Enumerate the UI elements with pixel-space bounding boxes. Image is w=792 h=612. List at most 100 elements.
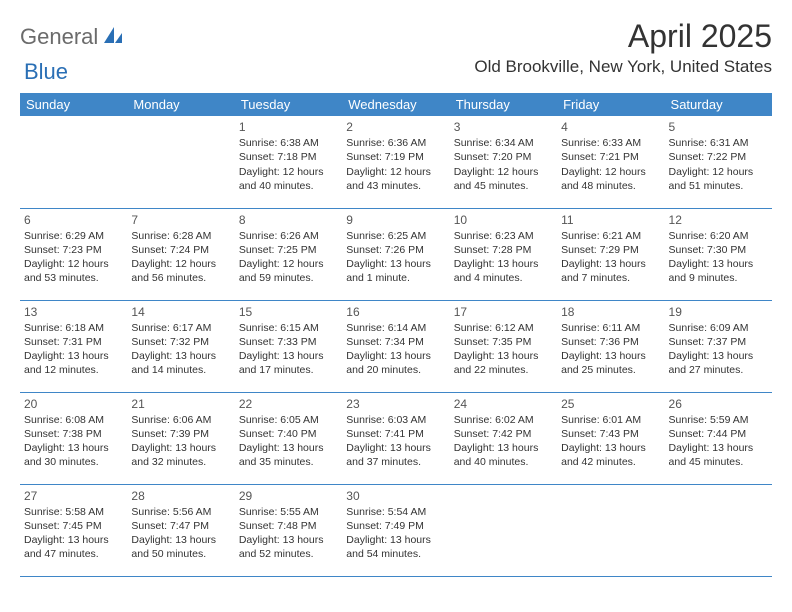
calendar-cell: 11Sunrise: 6:21 AMSunset: 7:29 PMDayligh…	[557, 208, 664, 300]
calendar-cell: 1Sunrise: 6:38 AMSunset: 7:18 PMDaylight…	[235, 116, 342, 208]
day-number: 26	[669, 396, 768, 412]
calendar-cell: 3Sunrise: 6:34 AMSunset: 7:20 PMDaylight…	[450, 116, 557, 208]
daylight-line: Daylight: 13 hours and 37 minutes.	[346, 441, 445, 469]
calendar-cell: 5Sunrise: 6:31 AMSunset: 7:22 PMDaylight…	[665, 116, 772, 208]
calendar-cell: 17Sunrise: 6:12 AMSunset: 7:35 PMDayligh…	[450, 300, 557, 392]
sunset-line: Sunset: 7:45 PM	[24, 519, 123, 533]
sunset-line: Sunset: 7:20 PM	[454, 150, 553, 164]
day-number: 9	[346, 212, 445, 228]
sunrise-line: Sunrise: 6:03 AM	[346, 413, 445, 427]
calendar-cell: 21Sunrise: 6:06 AMSunset: 7:39 PMDayligh…	[127, 392, 234, 484]
sunset-line: Sunset: 7:18 PM	[239, 150, 338, 164]
logo-text-blue: Blue	[24, 59, 68, 84]
day-number: 22	[239, 396, 338, 412]
sunrise-line: Sunrise: 6:38 AM	[239, 136, 338, 150]
day-number: 29	[239, 488, 338, 504]
daylight-line: Daylight: 13 hours and 27 minutes.	[669, 349, 768, 377]
calendar-cell: 12Sunrise: 6:20 AMSunset: 7:30 PMDayligh…	[665, 208, 772, 300]
daylight-line: Daylight: 13 hours and 32 minutes.	[131, 441, 230, 469]
day-number: 6	[24, 212, 123, 228]
day-number: 4	[561, 119, 660, 135]
sunset-line: Sunset: 7:44 PM	[669, 427, 768, 441]
daylight-line: Daylight: 12 hours and 51 minutes.	[669, 165, 768, 193]
daylight-line: Daylight: 12 hours and 45 minutes.	[454, 165, 553, 193]
day-number: 28	[131, 488, 230, 504]
logo-text-general: General	[20, 24, 98, 50]
day-number: 2	[346, 119, 445, 135]
day-number: 13	[24, 304, 123, 320]
sunrise-line: Sunrise: 5:54 AM	[346, 505, 445, 519]
month-title: April 2025	[474, 18, 772, 55]
calendar-week-row: 1Sunrise: 6:38 AMSunset: 7:18 PM Daylight…	[20, 116, 772, 208]
day-header: Wednesday	[342, 93, 449, 116]
daylight-line: Daylight: 13 hours and 50 minutes.	[131, 533, 230, 561]
sunset-line: Sunset: 7:28 PM	[454, 243, 553, 257]
calendar-cell	[127, 116, 234, 208]
calendar-cell: 23Sunrise: 6:03 AMSunset: 7:41 PMDayligh…	[342, 392, 449, 484]
calendar-cell: 20Sunrise: 6:08 AMSunset: 7:38 PMDayligh…	[20, 392, 127, 484]
daylight-line: Daylight: 13 hours and 25 minutes.	[561, 349, 660, 377]
logo: General	[20, 18, 126, 50]
sunrise-line: Sunrise: 6:08 AM	[24, 413, 123, 427]
sunset-line: Sunset: 7:39 PM	[131, 427, 230, 441]
day-number: 21	[131, 396, 230, 412]
sunrise-line: Sunrise: 6:33 AM	[561, 136, 660, 150]
day-number: 25	[561, 396, 660, 412]
day-number: 18	[561, 304, 660, 320]
day-number: 3	[454, 119, 553, 135]
daylight-line: Daylight: 13 hours and 52 minutes.	[239, 533, 338, 561]
calendar-cell	[450, 484, 557, 576]
calendar-cell: 2Sunrise: 6:36 AMSunset: 7:19 PMDaylight…	[342, 116, 449, 208]
sunset-line: Sunset: 7:25 PM	[239, 243, 338, 257]
day-number: 11	[561, 212, 660, 228]
day-header: Monday	[127, 93, 234, 116]
day-number: 5	[669, 119, 768, 135]
daylight-line: Daylight: 13 hours and 54 minutes.	[346, 533, 445, 561]
sunset-line: Sunset: 7:43 PM	[561, 427, 660, 441]
sunset-line: Sunset: 7:29 PM	[561, 243, 660, 257]
sunrise-line: Sunrise: 5:59 AM	[669, 413, 768, 427]
sunset-line: Sunset: 7:42 PM	[454, 427, 553, 441]
sunrise-line: Sunrise: 6:15 AM	[239, 321, 338, 335]
calendar-week-row: 20Sunrise: 6:08 AMSunset: 7:38 PMDayligh…	[20, 392, 772, 484]
daylight-line: Daylight: 13 hours and 22 minutes.	[454, 349, 553, 377]
calendar-cell: 9Sunrise: 6:25 AMSunset: 7:26 PMDaylight…	[342, 208, 449, 300]
day-number: 12	[669, 212, 768, 228]
sunset-line: Sunset: 7:31 PM	[24, 335, 123, 349]
sunrise-line: Sunrise: 6:31 AM	[669, 136, 768, 150]
calendar-cell: 25Sunrise: 6:01 AMSunset: 7:43 PMDayligh…	[557, 392, 664, 484]
sunset-line: Sunset: 7:22 PM	[669, 150, 768, 164]
daylight-line: Daylight: 13 hours and 45 minutes.	[669, 441, 768, 469]
sunrise-line: Sunrise: 5:56 AM	[131, 505, 230, 519]
daylight-line: Daylight: 13 hours and 20 minutes.	[346, 349, 445, 377]
sunrise-line: Sunrise: 6:14 AM	[346, 321, 445, 335]
sunrise-line: Sunrise: 6:11 AM	[561, 321, 660, 335]
daylight-line: Daylight: 13 hours and 17 minutes.	[239, 349, 338, 377]
calendar-body: 1Sunrise: 6:38 AMSunset: 7:18 PM Daylight…	[20, 116, 772, 576]
day-header: Friday	[557, 93, 664, 116]
calendar-week-row: 6Sunrise: 6:29 AMSunset: 7:23 PMDaylight…	[20, 208, 772, 300]
sunrise-line: Sunrise: 6:26 AM	[239, 229, 338, 243]
calendar-cell	[665, 484, 772, 576]
day-number: 15	[239, 304, 338, 320]
sunrise-line: Sunrise: 6:18 AM	[24, 321, 123, 335]
sunset-line: Sunset: 7:36 PM	[561, 335, 660, 349]
day-number: 10	[454, 212, 553, 228]
daylight-line: Daylight: 12 hours and 48 minutes.	[561, 165, 660, 193]
sunrise-line: Sunrise: 6:29 AM	[24, 229, 123, 243]
sunset-line: Sunset: 7:40 PM	[239, 427, 338, 441]
day-header: Tuesday	[235, 93, 342, 116]
calendar-cell: 29Sunrise: 5:55 AMSunset: 7:48 PMDayligh…	[235, 484, 342, 576]
calendar-cell: 27Sunrise: 5:58 AMSunset: 7:45 PMDayligh…	[20, 484, 127, 576]
sunset-line: Sunset: 7:33 PM	[239, 335, 338, 349]
calendar-cell: 22Sunrise: 6:05 AMSunset: 7:40 PMDayligh…	[235, 392, 342, 484]
day-number: 1	[239, 119, 338, 135]
day-header: Sunday	[20, 93, 127, 116]
daylight-line: Daylight: 13 hours and 42 minutes.	[561, 441, 660, 469]
sunrise-line: Sunrise: 5:58 AM	[24, 505, 123, 519]
sunset-line: Sunset: 7:23 PM	[24, 243, 123, 257]
day-number: 16	[346, 304, 445, 320]
calendar-cell: 10Sunrise: 6:23 AMSunset: 7:28 PMDayligh…	[450, 208, 557, 300]
daylight-line: Daylight: 13 hours and 35 minutes.	[239, 441, 338, 469]
sunset-line: Sunset: 7:19 PM	[346, 150, 445, 164]
